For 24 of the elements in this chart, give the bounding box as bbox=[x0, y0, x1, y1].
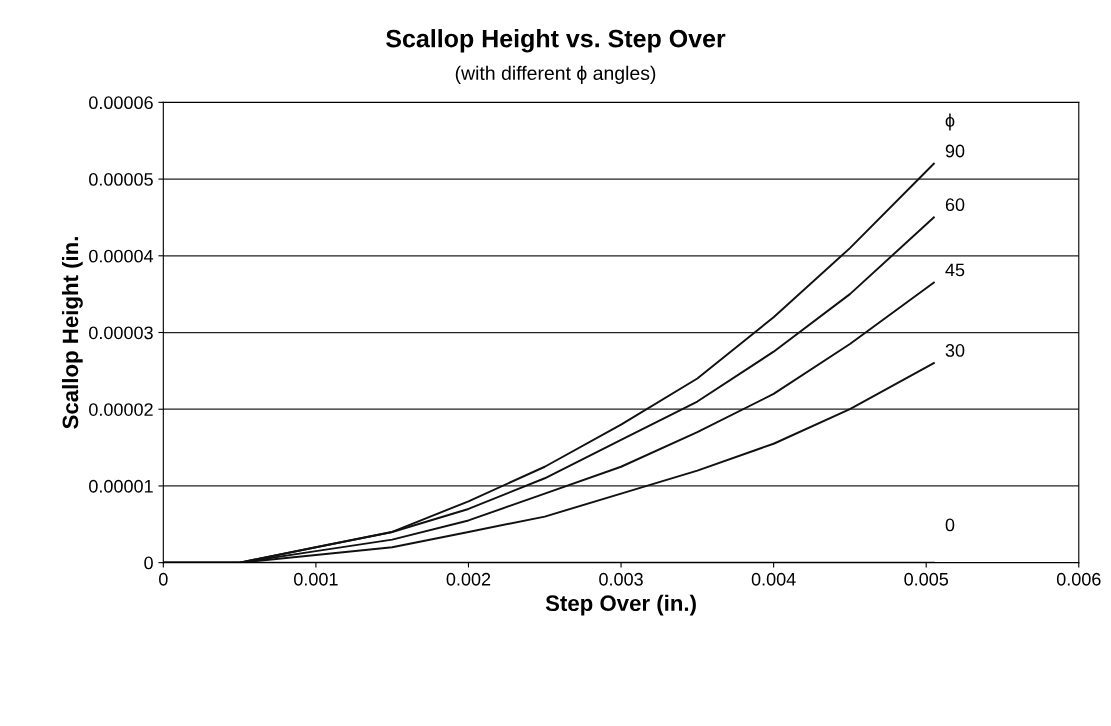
x-tick-label: 0.005 bbox=[904, 572, 949, 586]
y-tick-label: 0 bbox=[144, 556, 153, 570]
chart-subtitle: (with different ϕ angles) bbox=[455, 65, 656, 84]
series-label: 0 bbox=[945, 518, 955, 532]
x-axis-title: Step Over (in.) bbox=[545, 594, 696, 616]
x-tick-label: 0 bbox=[159, 572, 168, 586]
series-label: 90 bbox=[945, 144, 965, 158]
y-tick-label: 0.00002 bbox=[89, 403, 153, 416]
series-label: 30 bbox=[945, 344, 965, 357]
y-tick-label: 0.00006 bbox=[89, 96, 153, 110]
x-tick-label: 0.006 bbox=[1056, 572, 1101, 586]
x-tick-label: 0.002 bbox=[446, 572, 491, 586]
series-label: 60 bbox=[945, 198, 965, 212]
x-tick-label: 0.003 bbox=[599, 572, 643, 586]
y-tick-label: 0.00001 bbox=[89, 479, 153, 493]
y-tick-label: 0.00004 bbox=[89, 249, 154, 263]
chart-title: Scallop Height vs. Step Over bbox=[386, 29, 726, 53]
x-tick-label: 0.001 bbox=[294, 572, 338, 586]
y-axis-title: Scallop Height (in. bbox=[61, 237, 83, 429]
y-tick-label: 0.00003 bbox=[89, 326, 153, 340]
series-label: 45 bbox=[945, 263, 965, 277]
x-tick-label: 0.004 bbox=[751, 572, 796, 586]
legend-title: ϕ bbox=[945, 113, 955, 131]
y-tick-label: 0.00005 bbox=[89, 173, 153, 186]
